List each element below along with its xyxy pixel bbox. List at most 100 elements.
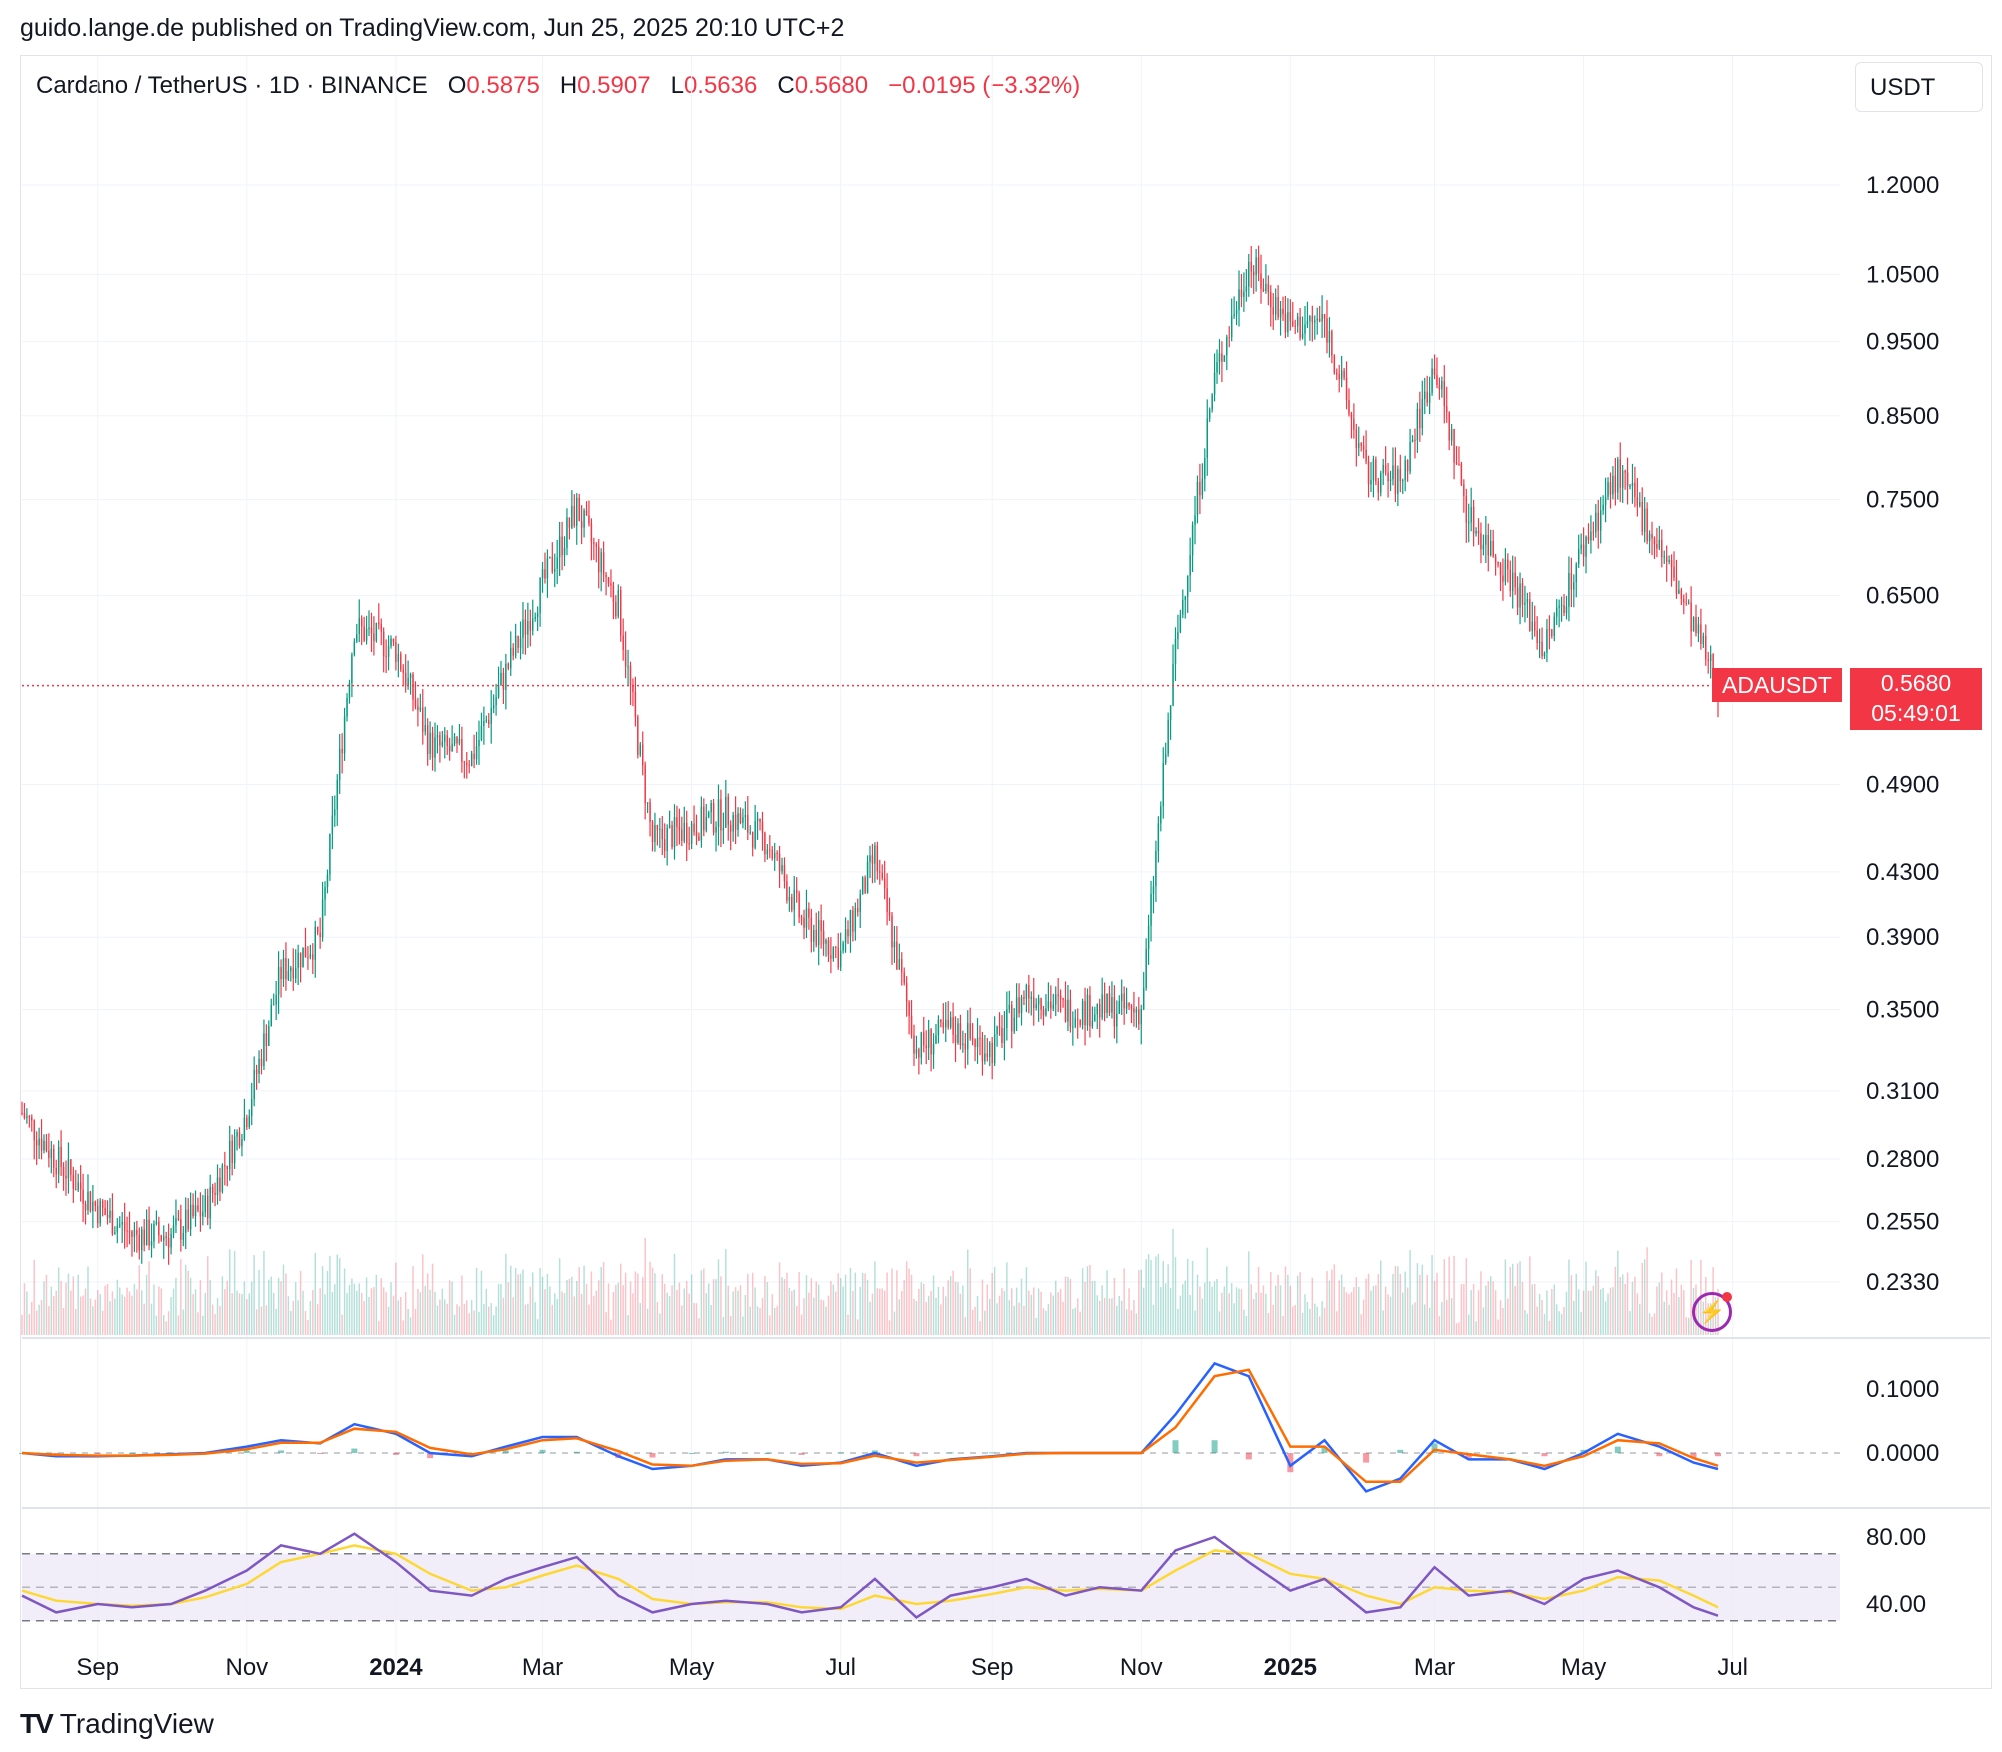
candle-body — [1675, 577, 1678, 594]
candle-body — [409, 674, 412, 678]
candle-body — [1157, 823, 1160, 852]
time-axis-tick: 2025 — [1264, 1654, 1317, 1681]
candle-body — [92, 1201, 94, 1212]
candle-body — [1186, 575, 1189, 597]
candle-body — [1553, 616, 1555, 637]
volume-bar — [1658, 1282, 1661, 1335]
candle-body — [1592, 531, 1595, 533]
volume-bar — [1196, 1274, 1199, 1335]
candle-body — [197, 1205, 199, 1211]
candle-body — [387, 646, 390, 657]
volume-bar — [1433, 1280, 1436, 1335]
candle-body — [1426, 391, 1428, 403]
candle-body — [1162, 762, 1164, 807]
candle-body — [710, 803, 712, 813]
candle-body — [888, 912, 891, 916]
volume-bar — [1094, 1280, 1096, 1335]
close-label: C — [777, 72, 795, 99]
volume-bar — [558, 1258, 561, 1335]
candle-body — [1316, 318, 1318, 321]
currency-button[interactable]: USDT — [1855, 62, 1983, 112]
macd-histogram-bar — [243, 1450, 250, 1453]
candle-body — [275, 994, 277, 1005]
volume-bar — [861, 1273, 864, 1335]
volume-bar — [918, 1288, 920, 1335]
candle-body — [1497, 562, 1499, 565]
volume-bar — [1274, 1285, 1277, 1335]
candle-body — [1480, 533, 1482, 550]
candle-body — [1436, 374, 1438, 385]
volume-bar — [40, 1300, 43, 1335]
volume-bar — [1086, 1266, 1089, 1335]
candle-body — [1042, 1009, 1045, 1016]
volume-bar — [197, 1312, 199, 1335]
volume-bar — [1147, 1254, 1150, 1335]
volume-bar — [1382, 1310, 1384, 1335]
candle-body — [221, 1165, 224, 1192]
volume-bar — [1282, 1316, 1284, 1335]
candle-body — [1299, 316, 1301, 338]
volume-bar — [1612, 1287, 1614, 1335]
candle-body — [1526, 598, 1529, 603]
volume-bar — [771, 1294, 773, 1335]
volume-bar — [1106, 1270, 1108, 1335]
volume-bar — [837, 1273, 839, 1335]
candle-body — [732, 814, 734, 832]
volume-bar — [920, 1282, 923, 1335]
volume-bar — [903, 1280, 905, 1335]
candle-body — [483, 720, 485, 727]
volume-bar — [1213, 1281, 1216, 1335]
volume-bar — [1463, 1283, 1465, 1335]
symbol-legend[interactable]: Cardano / TetherUS · 1D · BINANCE O0.587… — [36, 72, 1080, 100]
candle-body — [1648, 533, 1651, 542]
volume-bar — [1370, 1290, 1372, 1335]
volume-bar — [272, 1292, 275, 1335]
volume-bar — [923, 1283, 925, 1335]
candle-body — [1240, 289, 1243, 297]
volume-bar — [1560, 1313, 1563, 1335]
volume-bar — [1358, 1286, 1360, 1335]
candle-body — [1516, 587, 1519, 608]
volume-bar — [1059, 1288, 1062, 1335]
volume-bar — [551, 1304, 554, 1335]
volume-bar — [1270, 1272, 1272, 1335]
macd-histogram-bar — [317, 1453, 324, 1454]
volume-bar — [803, 1298, 805, 1335]
volume-bar — [1428, 1307, 1431, 1335]
candle-body — [131, 1231, 133, 1237]
candle-body — [820, 920, 822, 931]
candle-body — [297, 952, 299, 969]
candle-body — [1372, 459, 1375, 481]
volume-bar — [815, 1281, 817, 1335]
candle-body — [918, 1049, 920, 1058]
volume-bar — [1091, 1280, 1094, 1335]
volume-bar — [28, 1314, 31, 1335]
volume-bar — [270, 1276, 273, 1335]
volume-bar — [492, 1315, 495, 1335]
volume-bar — [1580, 1311, 1582, 1335]
volume-bar — [593, 1296, 595, 1335]
volume-bar — [1001, 1288, 1003, 1335]
candle-body — [624, 649, 627, 667]
candle-body — [1252, 271, 1255, 276]
tradingview-logo[interactable]: TV TradingView — [20, 1708, 214, 1740]
volume-bar — [458, 1306, 461, 1335]
candle-body — [984, 1053, 986, 1062]
volume-bar — [21, 1314, 23, 1335]
candle-body — [1350, 414, 1353, 419]
candle-body — [1475, 531, 1477, 534]
volume-bar — [1595, 1270, 1597, 1335]
candle-body — [627, 666, 629, 668]
volume-bar — [402, 1320, 404, 1335]
volume-bar — [685, 1281, 688, 1335]
candle-body — [116, 1225, 119, 1233]
volume-bar — [1054, 1280, 1057, 1335]
candle-body — [558, 536, 561, 558]
candle-body — [749, 832, 751, 834]
volume-bar — [522, 1269, 524, 1335]
lightning-icon[interactable]: ⚡ — [1692, 1292, 1732, 1332]
candle-body — [1333, 355, 1336, 373]
volume-bar — [773, 1307, 776, 1335]
candle-body — [272, 1004, 275, 1006]
